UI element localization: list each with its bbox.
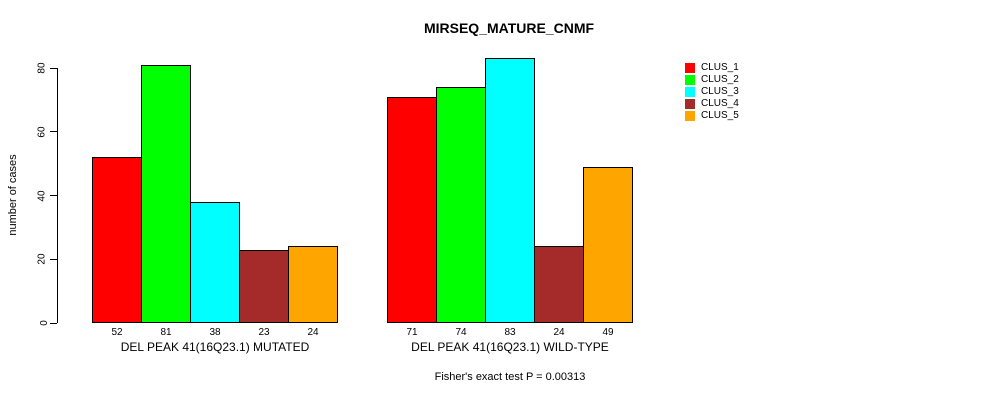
bar-value-label: 38 [209,327,221,338]
y-axis-line [57,68,58,323]
bar-value-label: 83 [504,327,516,338]
x-category-label: DEL PEAK 41(16Q23.1) WILD-TYPE [411,340,609,354]
legend-item-clus-2: CLUS_2 [685,75,739,85]
bar-value-label: 81 [160,327,172,338]
legend-swatch [685,99,695,109]
bar-clus-4-mutated [239,250,289,323]
y-axis-tick [50,195,57,196]
bar-clus-2-wild-type [436,87,486,323]
bar-clus-5-mutated [288,246,338,323]
y-axis-tick-label: 40 [36,189,48,202]
bar-clus-1-wild-type [387,97,437,323]
legend: CLUS_1 CLUS_2 CLUS_3 CLUS_4 CLUS_5 [685,63,739,123]
legend-swatch [685,87,695,97]
y-axis-tick [50,67,57,69]
bar-value-label: 23 [258,327,270,338]
bar-value-label: 71 [406,327,418,338]
y-axis-tick [50,131,57,133]
x-category-label: DEL PEAK 41(16Q23.1) MUTATED [120,340,310,354]
y-axis-tick-label: 20 [36,253,48,265]
bar-value-label: 74 [455,327,467,338]
y-axis-label: number of cases [7,154,19,236]
y-axis-tick-label: 60 [36,126,48,138]
bar-clus-3-wild-type [485,58,535,323]
bar-value-label: 24 [553,327,565,338]
legend-label: CLUS_2 [701,74,739,85]
bar-value-label: 24 [307,327,319,338]
legend-label: CLUS_1 [701,62,739,73]
y-axis-tick-label: 0 [39,320,51,326]
legend-item-clus-4: CLUS_4 [685,99,739,109]
bar-clus-2-mutated [141,65,191,323]
legend-swatch [685,75,695,85]
plot-area: 0 20 40 60 80 52 81 38 23 24 DEL PEAK 41(16Q23.1) … [36,50,658,354]
legend-swatch [685,111,695,121]
bar-clus-3-mutated [190,202,240,323]
y-axis-tick [50,322,57,324]
bar-clus-1-mutated [92,157,142,323]
legend-item-clus-5: CLUS_5 [685,111,739,121]
bar-value-label: 52 [111,327,123,338]
bar-clus-5-wild-type [583,167,633,323]
chart-title: MIRSEQ_MATURE_CNMF [423,20,595,36]
y-axis-tick [50,258,57,260]
legend-swatch [685,63,695,73]
y-axis-tick-label: 80 [36,62,48,74]
stat-annotation: Fisher's exact test P = 0.00313 [434,371,586,383]
legend-label: CLUS_4 [701,98,739,109]
bar-clus-4-wild-type [534,246,584,323]
legend-label: CLUS_5 [701,110,739,121]
legend-item-clus-3: CLUS_3 [685,87,739,97]
legend-item-clus-1: CLUS_1 [685,63,739,73]
bar-value-label: 49 [602,327,614,338]
legend-label: CLUS_3 [701,86,739,97]
